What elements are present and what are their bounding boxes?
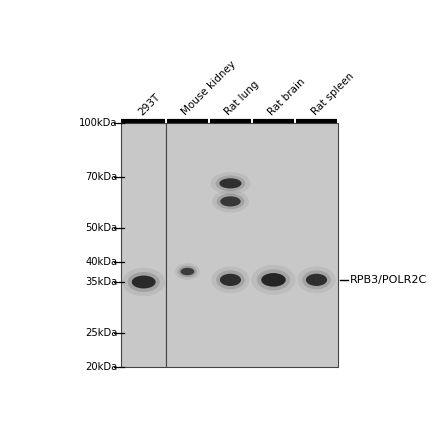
Ellipse shape: [178, 266, 197, 277]
Text: 40kDa: 40kDa: [85, 257, 117, 267]
Ellipse shape: [297, 266, 336, 293]
Text: Mouse kidney: Mouse kidney: [180, 60, 238, 117]
Text: 35kDa: 35kDa: [85, 277, 117, 287]
Ellipse shape: [212, 190, 249, 213]
Text: RPB3/POLR2C: RPB3/POLR2C: [350, 275, 427, 285]
Text: 25kDa: 25kDa: [85, 328, 117, 338]
Text: Rat lung: Rat lung: [224, 80, 261, 117]
Ellipse shape: [122, 268, 165, 296]
Ellipse shape: [211, 266, 249, 293]
Ellipse shape: [220, 196, 241, 206]
Ellipse shape: [251, 265, 296, 295]
Ellipse shape: [216, 176, 246, 191]
Text: 20kDa: 20kDa: [85, 362, 117, 372]
Ellipse shape: [216, 194, 244, 209]
Ellipse shape: [257, 269, 290, 290]
Ellipse shape: [175, 263, 200, 280]
Ellipse shape: [220, 274, 241, 286]
Text: 50kDa: 50kDa: [85, 223, 117, 233]
Ellipse shape: [216, 270, 245, 289]
Ellipse shape: [302, 270, 331, 289]
Ellipse shape: [220, 178, 242, 188]
Ellipse shape: [306, 274, 327, 286]
Ellipse shape: [128, 272, 160, 292]
Ellipse shape: [210, 172, 250, 194]
Ellipse shape: [132, 276, 156, 288]
Text: 70kDa: 70kDa: [85, 172, 117, 182]
Text: Rat brain: Rat brain: [266, 77, 307, 117]
Text: Rat spleen: Rat spleen: [309, 71, 356, 117]
Ellipse shape: [261, 273, 286, 287]
Text: 100kDa: 100kDa: [79, 118, 117, 127]
Text: 293T: 293T: [136, 92, 162, 117]
Ellipse shape: [180, 268, 194, 275]
